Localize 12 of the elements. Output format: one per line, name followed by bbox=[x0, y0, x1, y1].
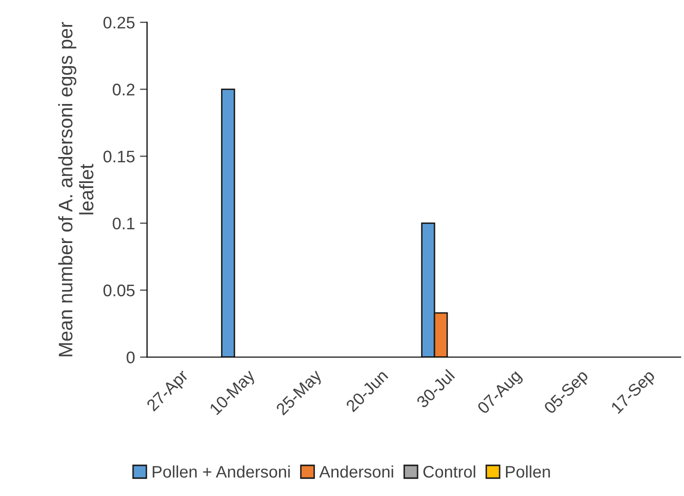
y-tick-label: 0.05 bbox=[103, 284, 135, 296]
y-tick-label: 0.15 bbox=[103, 150, 135, 162]
y-tick-label: 0.2 bbox=[112, 84, 134, 96]
legend-label: Andersoni bbox=[319, 465, 394, 478]
legend-label: Pollen bbox=[506, 465, 550, 478]
legend-label: Pollen + Andersoni bbox=[152, 465, 290, 478]
y-axis-title: Mean number of A. andersoni eggs per leaflet bbox=[58, 22, 94, 356]
y-tick-label: 0.25 bbox=[103, 16, 135, 29]
y-tick-label: 0.1 bbox=[112, 218, 134, 230]
bar bbox=[221, 88, 236, 358]
y-tick-label: 0 bbox=[126, 352, 135, 364]
legend-label: Control bbox=[423, 465, 476, 478]
